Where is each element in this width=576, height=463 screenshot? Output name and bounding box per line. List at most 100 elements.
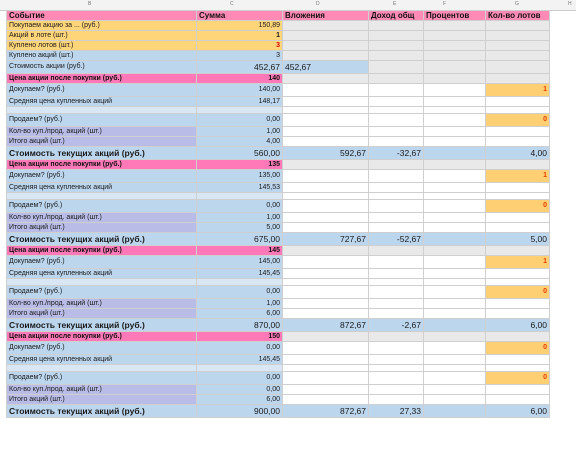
price-value-cell[interactable]: 140 — [196, 73, 283, 84]
cell-empty[interactable] — [423, 60, 486, 74]
income-cell[interactable]: 27,33 — [368, 404, 424, 418]
cell-empty[interactable] — [368, 298, 424, 309]
sell-flag-input[interactable]: 0 — [485, 371, 550, 385]
avg-label-cell[interactable]: Средняя цена купленных акций — [6, 182, 197, 193]
qty-value-cell[interactable]: 0,00 — [196, 384, 283, 395]
cell-empty[interactable] — [282, 96, 369, 107]
cell-empty[interactable] — [282, 384, 369, 395]
header-lots[interactable]: Кол-во лотов — [485, 10, 550, 21]
cell-empty[interactable] — [423, 354, 486, 365]
total-label-cell[interactable]: Итого акций (шт.) — [6, 308, 197, 319]
cell-empty[interactable] — [423, 222, 486, 233]
cell-empty[interactable] — [368, 20, 424, 31]
cell-empty[interactable] — [423, 212, 486, 223]
cell-empty[interactable] — [196, 106, 283, 114]
cell-label[interactable]: Акций в лоте (шт.) — [6, 30, 197, 41]
cell-empty[interactable] — [423, 384, 486, 395]
cell-empty[interactable] — [485, 192, 550, 200]
cell-empty[interactable] — [368, 278, 424, 286]
cell-empty[interactable] — [423, 245, 486, 256]
cell-empty[interactable] — [423, 40, 486, 51]
current-value-label-cell[interactable]: Стоимость текущих акций (руб.) — [6, 318, 197, 332]
cell-empty[interactable] — [485, 40, 550, 51]
price-label-cell[interactable]: Цена акции после покупки (руб.) — [6, 331, 197, 342]
qty-label-cell[interactable]: Кол-во куп./прод. акций (шт.) — [6, 212, 197, 223]
cell-empty[interactable] — [196, 364, 283, 372]
total-label-cell[interactable]: Итого акций (шт.) — [6, 136, 197, 147]
cell-empty[interactable] — [368, 126, 424, 137]
price-value-cell[interactable]: 135 — [196, 159, 283, 170]
current-value-cell[interactable]: 900,00 — [196, 404, 283, 418]
cell-empty[interactable] — [368, 169, 424, 183]
qty-value-cell[interactable]: 1,00 — [196, 298, 283, 309]
percent-cell[interactable] — [423, 146, 486, 160]
cell-empty[interactable] — [368, 96, 424, 107]
cell-value[interactable]: 1 — [196, 30, 283, 41]
cell-empty[interactable] — [196, 192, 283, 200]
cell-empty[interactable] — [282, 298, 369, 309]
buy-sum-cell[interactable]: 135,00 — [196, 169, 283, 183]
buy-flag-input[interactable]: 0 — [485, 341, 550, 355]
cell-empty[interactable] — [282, 113, 369, 127]
sell-sum-cell[interactable]: 0,00 — [196, 113, 283, 127]
cell-empty[interactable] — [423, 20, 486, 31]
sell-sum-cell[interactable]: 0,00 — [196, 371, 283, 385]
cell-empty[interactable] — [485, 298, 550, 309]
cell-empty[interactable] — [282, 192, 369, 200]
cell-empty[interactable] — [423, 73, 486, 84]
cell-empty[interactable] — [423, 96, 486, 107]
cell-empty[interactable] — [282, 245, 369, 256]
qty-label-cell[interactable]: Кол-во куп./прод. акций (шт.) — [6, 298, 197, 309]
avg-value-cell[interactable]: 148,17 — [196, 96, 283, 107]
cell-empty[interactable] — [368, 222, 424, 233]
cell-empty[interactable] — [368, 199, 424, 213]
cell-empty[interactable] — [423, 159, 486, 170]
cell-empty[interactable] — [6, 106, 197, 114]
cell-empty[interactable] — [485, 222, 550, 233]
price-label-cell[interactable]: Цена акции после покупки (руб.) — [6, 73, 197, 84]
cell-empty[interactable] — [423, 136, 486, 147]
avg-value-cell[interactable]: 145,53 — [196, 182, 283, 193]
income-cell[interactable]: -32,67 — [368, 146, 424, 160]
avg-label-cell[interactable]: Средняя цена купленных акций — [6, 268, 197, 279]
sell-flag-input[interactable]: 0 — [485, 113, 550, 127]
cell-empty[interactable] — [368, 341, 424, 355]
cell-empty[interactable] — [423, 199, 486, 213]
cell-empty[interactable] — [485, 212, 550, 223]
cell-empty[interactable] — [368, 331, 424, 342]
price-label-cell[interactable]: Цена акции после покупки (руб.) — [6, 245, 197, 256]
cell-empty[interactable] — [423, 298, 486, 309]
qty-label-cell[interactable]: Кол-во куп./прод. акций (шт.) — [6, 384, 197, 395]
cell-empty[interactable] — [282, 126, 369, 137]
cell-value[interactable]: 150,89 — [196, 20, 283, 31]
header-event[interactable]: Событие — [6, 10, 197, 21]
qty-value-cell[interactable]: 1,00 — [196, 126, 283, 137]
cell-empty[interactable] — [485, 394, 550, 405]
sell-flag-input[interactable]: 0 — [485, 199, 550, 213]
total-label-cell[interactable]: Итого акций (шт.) — [6, 394, 197, 405]
sell-sum-cell[interactable]: 0,00 — [196, 285, 283, 299]
price-value-cell[interactable]: 145 — [196, 245, 283, 256]
cell-empty[interactable] — [485, 20, 550, 31]
header-income[interactable]: Доход общ — [368, 10, 424, 21]
cell-empty[interactable] — [282, 341, 369, 355]
cell-empty[interactable] — [368, 192, 424, 200]
current-value-cell[interactable]: 675,00 — [196, 232, 283, 246]
cell-empty[interactable] — [282, 199, 369, 213]
cell-empty[interactable] — [423, 126, 486, 137]
buy-sum-cell[interactable]: 145,00 — [196, 255, 283, 269]
invest-cell[interactable]: 872,67 — [282, 404, 369, 418]
current-value-label-cell[interactable]: Стоимость текущих акций (руб.) — [6, 232, 197, 246]
cell-empty[interactable] — [368, 136, 424, 147]
cell-label[interactable]: Куплено акций (шт.) — [6, 50, 197, 61]
buy-sum-cell[interactable]: 0,00 — [196, 341, 283, 355]
cell-empty[interactable] — [282, 331, 369, 342]
cell-empty[interactable] — [485, 278, 550, 286]
cell-empty[interactable] — [485, 96, 550, 107]
cell-empty[interactable] — [282, 222, 369, 233]
cell-empty[interactable] — [282, 169, 369, 183]
lots-cell[interactable]: 4,00 — [485, 146, 550, 160]
sell-flag-input[interactable]: 0 — [485, 285, 550, 299]
header-percent[interactable]: Процентов — [423, 10, 486, 21]
cell-empty[interactable] — [368, 30, 424, 41]
